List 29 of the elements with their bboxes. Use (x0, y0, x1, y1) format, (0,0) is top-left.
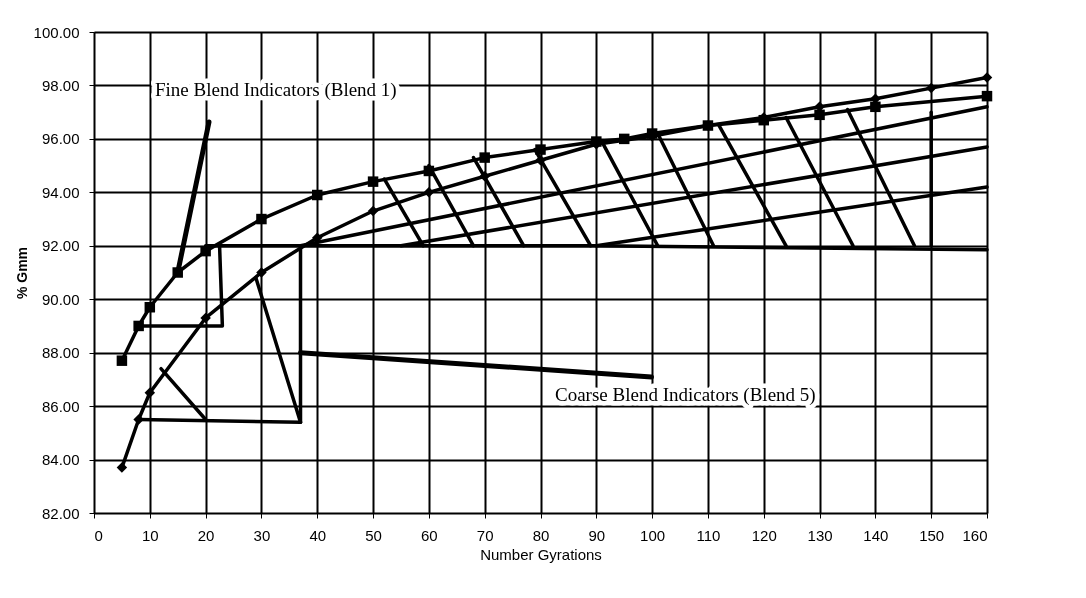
x-tick-label: 120 (751, 526, 777, 544)
y-tick-label: 90.00 (41, 290, 80, 308)
x-tick-label: 20 (197, 526, 215, 544)
x-tick-label: 130 (807, 526, 833, 544)
x-tick-label: 80 (532, 526, 550, 544)
x-tick-label: 60 (421, 526, 438, 544)
y-tick-label: 88.00 (41, 344, 80, 362)
y-tick-label: 96.00 (41, 130, 80, 148)
x-tick-label: 40 (309, 526, 327, 544)
x-tick-label: 100 (640, 526, 666, 544)
x-tick-label: 70 (476, 526, 494, 544)
y-tick-label: 82.00 (41, 504, 80, 522)
y-tick-label: 86.00 (41, 397, 80, 415)
y-axis-title: % Gmm (13, 246, 30, 300)
x-tick-label: 50 (365, 526, 382, 544)
y-tick-label: 94.00 (41, 183, 80, 201)
x-axis-title: Number Gyrations (480, 545, 602, 563)
x-tick-label: 0 (94, 526, 103, 544)
x-tick-label: 140 (863, 526, 889, 544)
x-tick-label: 150 (919, 526, 945, 544)
x-tick-label: 110 (696, 526, 721, 544)
y-tick-label: 98.00 (41, 76, 80, 94)
y-tick-label: 84.00 (41, 451, 80, 469)
y-tick-label: 92.00 (41, 237, 80, 255)
x-tick-label: 30 (253, 526, 271, 544)
x-tick-label: 160 (962, 526, 988, 544)
x-tick-label: 90 (588, 526, 606, 544)
y-tick-label: 100.00 (33, 23, 80, 41)
x-tick-label: 10 (141, 526, 159, 544)
